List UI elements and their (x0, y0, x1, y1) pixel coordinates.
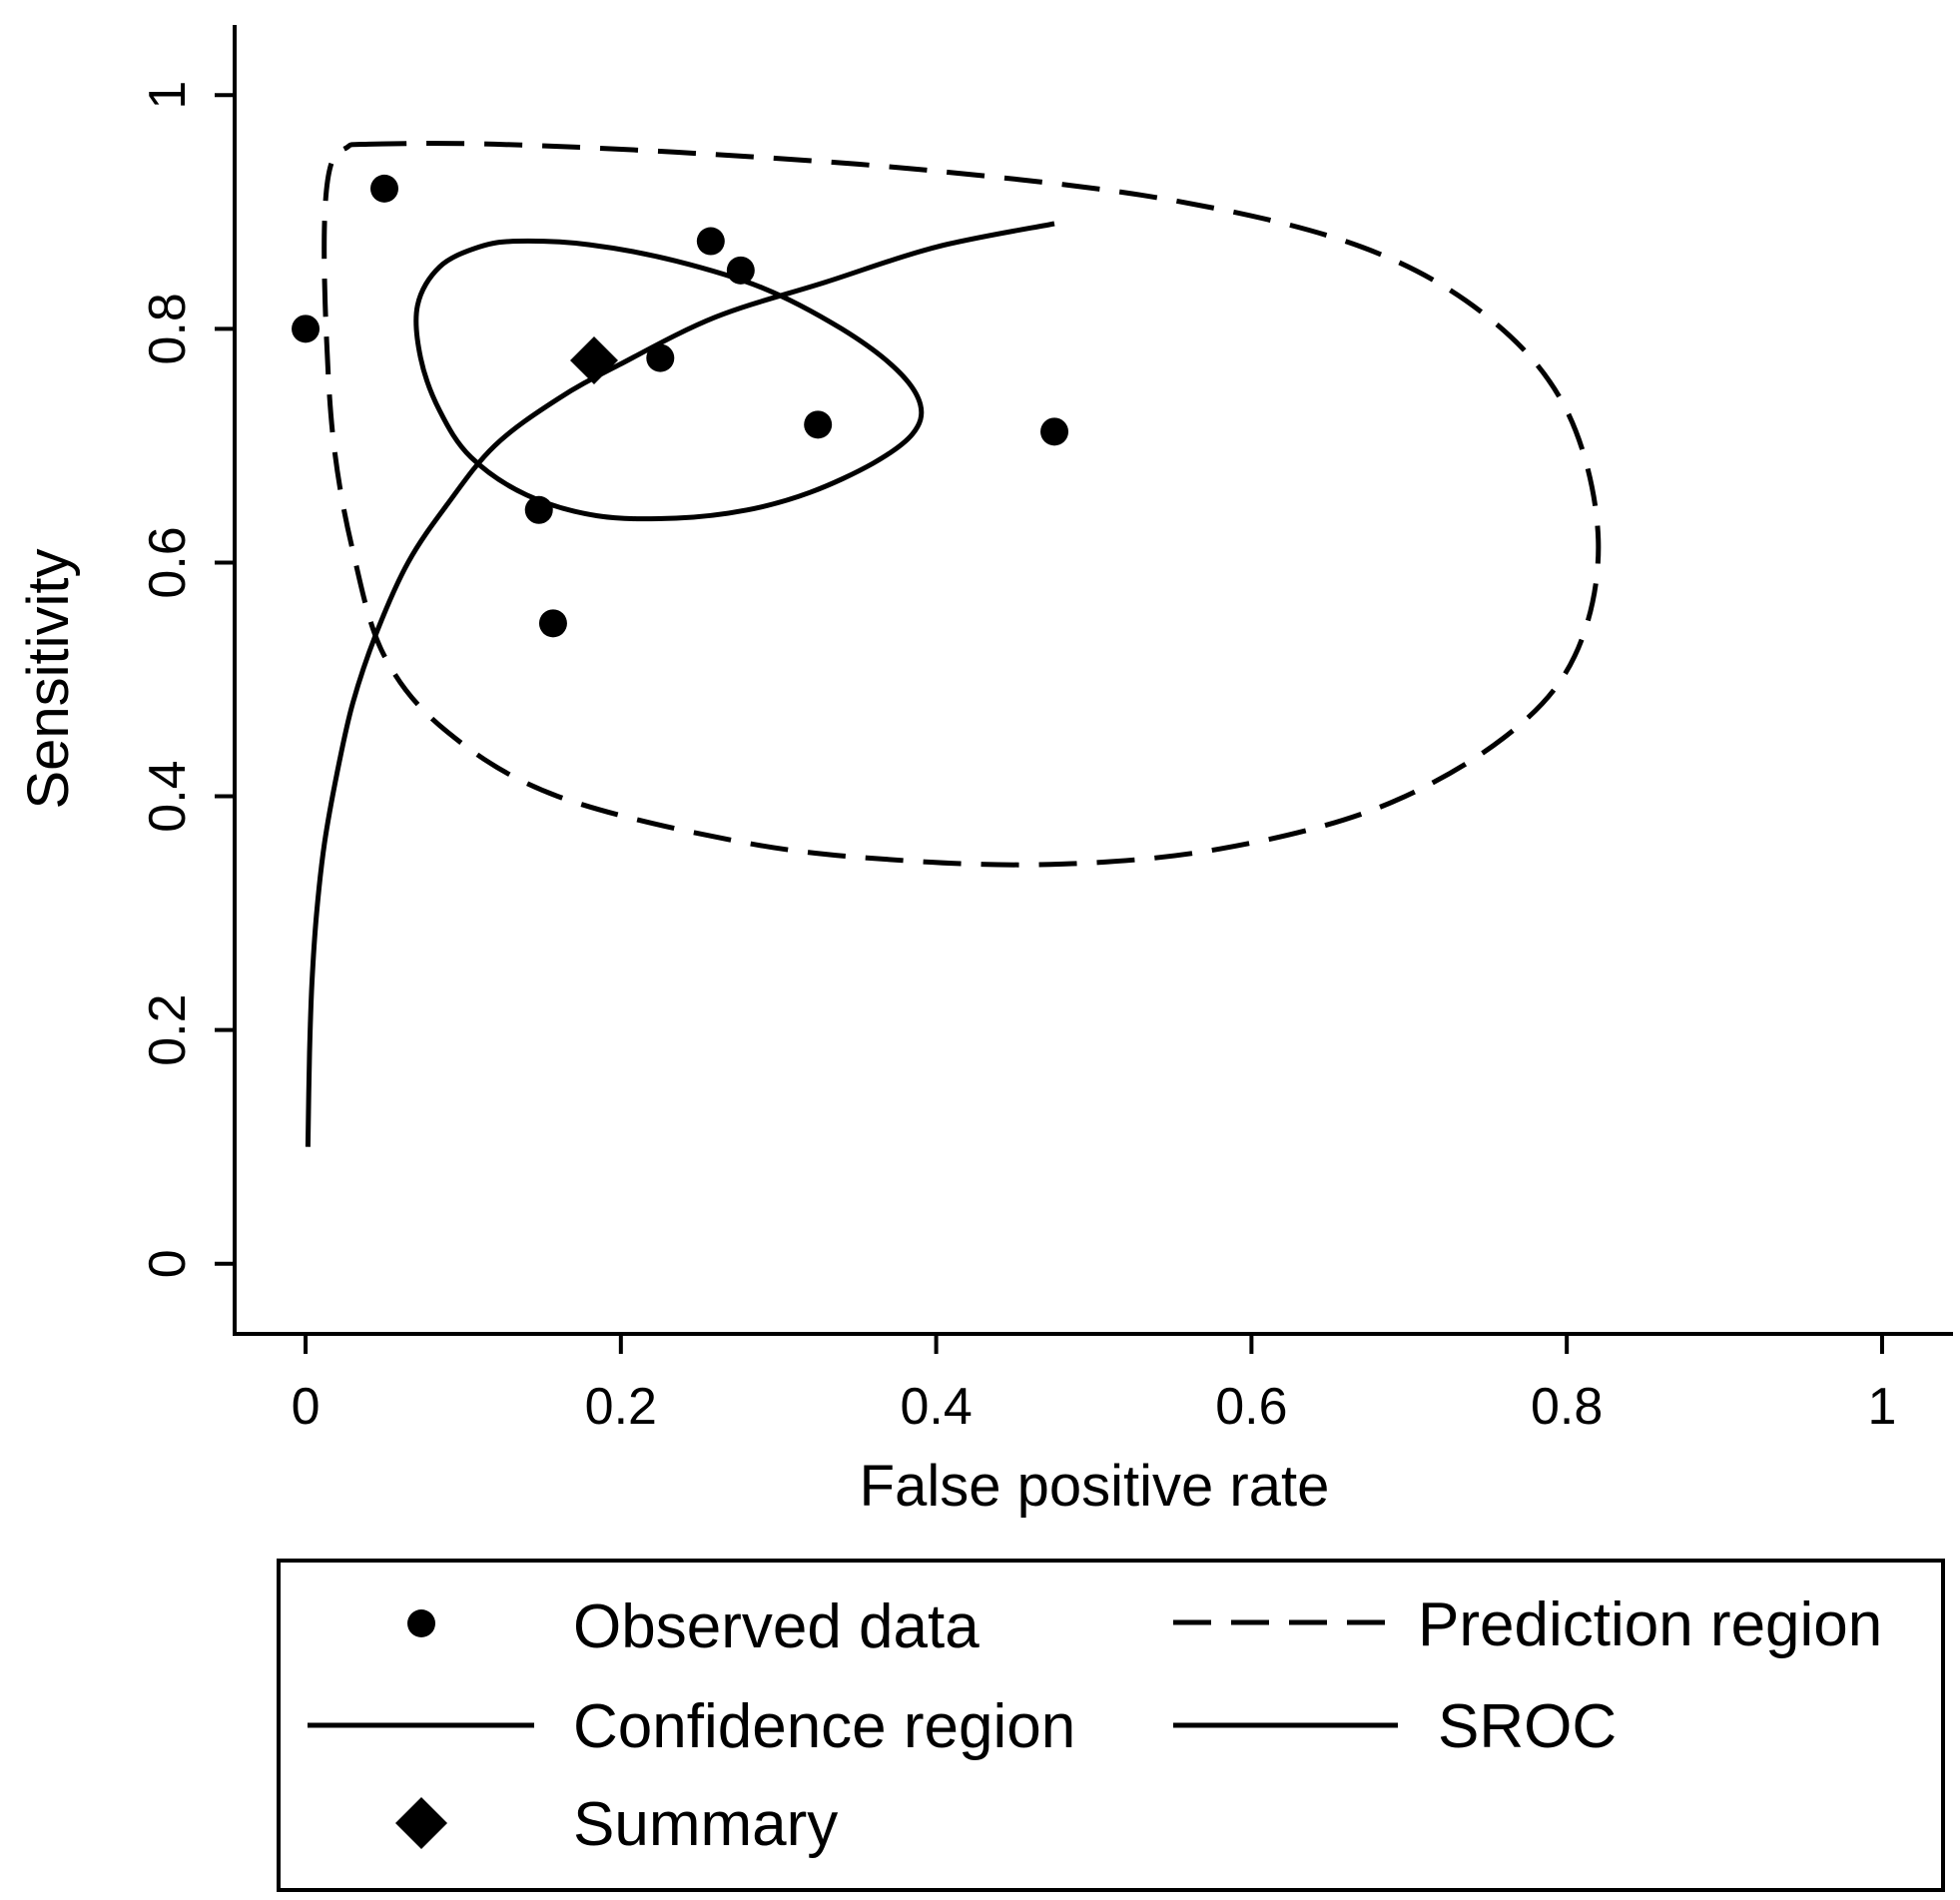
observed-point (1040, 417, 1069, 446)
legend: Observed data Prediction region Confiden… (277, 1559, 1945, 1892)
observed-point (804, 410, 833, 439)
observed-point (696, 227, 725, 256)
observed-point (726, 256, 755, 285)
x-tick-label: 1 (1867, 1378, 1896, 1436)
x-tick-label: 0.4 (900, 1378, 972, 1436)
observed-point (292, 315, 321, 343)
observed-points (292, 174, 1069, 638)
observed-point (524, 495, 553, 524)
summary-marker (569, 335, 618, 384)
legend-summary-label: Summary (573, 1790, 838, 1859)
sroc-curve (305, 221, 1055, 1147)
x-tick-label: 0.2 (585, 1378, 657, 1436)
legend-observed-label: Observed data (573, 1592, 980, 1661)
x-ticks: 0 0.2 0.4 0.6 0.8 1 (292, 1334, 1896, 1436)
y-tick-label: 0.2 (139, 994, 197, 1066)
observed-point (646, 343, 675, 372)
y-ticks: 0 0.2 0.4 0.6 0.8 1 (139, 81, 235, 1278)
x-tick-label: 0.8 (1531, 1378, 1603, 1436)
observed-point (369, 174, 398, 203)
y-axis-label: Sensitivity (16, 548, 81, 809)
legend-observed-marker (407, 1609, 435, 1637)
x-tick-label: 0 (292, 1378, 321, 1436)
legend-sroc-label: SROC (1438, 1692, 1617, 1761)
confidence-region-curve (413, 238, 925, 522)
x-tick-label: 0.6 (1215, 1378, 1287, 1436)
y-tick-label: 0 (139, 1249, 197, 1278)
observed-point (538, 609, 567, 638)
y-tick-label: 0.6 (139, 526, 197, 598)
y-tick-label: 0.4 (139, 760, 197, 832)
y-tick-label: 1 (139, 81, 197, 110)
y-tick-label: 0.8 (139, 293, 197, 364)
legend-summary-marker (395, 1797, 447, 1849)
legend-box (277, 1559, 1945, 1892)
plot-area: 0 0.2 0.4 0.6 0.8 1 0 0.2 0.4 0.6 0.8 1 (139, 25, 1953, 1436)
legend-prediction-label: Prediction region (1418, 1590, 1882, 1659)
prediction-region-curve (322, 141, 1602, 868)
legend-confidence-label: Confidence region (573, 1692, 1075, 1761)
x-axis-label: False positive rate (860, 1454, 1330, 1519)
regions (305, 141, 1602, 1147)
